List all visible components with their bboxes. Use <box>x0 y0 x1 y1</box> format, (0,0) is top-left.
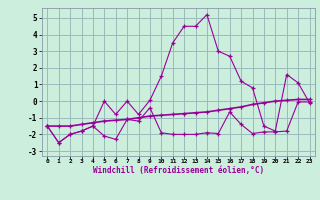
X-axis label: Windchill (Refroidissement éolien,°C): Windchill (Refroidissement éolien,°C) <box>93 166 264 175</box>
